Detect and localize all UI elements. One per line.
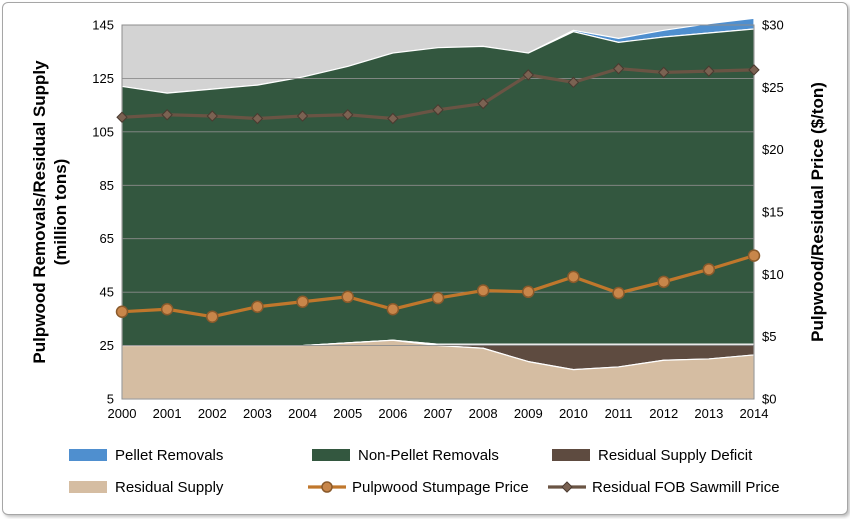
- pulpwood-stumpage-price-point: [522, 285, 535, 299]
- x-tick-label: 2006: [378, 406, 407, 421]
- legend-label-pellet-removals: Pellet Removals: [115, 447, 223, 464]
- residual-fob-sawmill-price-point: [251, 112, 264, 125]
- residual-fob-sawmill-price-point: [567, 76, 580, 89]
- axes: 5 25 45 65 85 105 125 145 $0 $5 $10 $15 $20 $25 $30 200…: [92, 18, 783, 422]
- right-tick-label: $5: [762, 329, 776, 344]
- pulpwood-stumpage-price-point: [567, 270, 580, 284]
- left-tick-label: 45: [100, 285, 114, 300]
- pulpwood-stumpage-price-point: [341, 290, 354, 304]
- residual-fob-sawmill-price-point: [116, 111, 128, 123]
- right-tick-label: $30: [762, 18, 784, 33]
- x-tick-label: 2004: [288, 406, 317, 421]
- legend-label-pulpwood-stumpage-price: Pulpwood Stumpage Price: [352, 479, 529, 496]
- left-tick-label: 25: [100, 338, 114, 353]
- legend-swatch-non-pellet-removals: [312, 449, 350, 461]
- residual-fob-sawmill-price-point: [612, 62, 625, 75]
- x-tick-label: 2009: [514, 406, 543, 421]
- x-tick-label: 2003: [243, 406, 272, 421]
- x-tick-label: 2007: [424, 406, 453, 421]
- legend-label-residual-fob-sawmill-price: Residual FOB Sawmill Price: [592, 479, 780, 496]
- left-axis-title-line: (million tons): [51, 159, 70, 266]
- legend-swatch-residual-supply: [69, 481, 107, 493]
- right-tick-label: $0: [762, 392, 776, 407]
- pulpwood-stumpage-price-point: [115, 305, 129, 318]
- pulpwood-stumpage-price-point: [431, 291, 445, 305]
- residual-fob-sawmill-price-point: [296, 110, 309, 122]
- residual-fob-sawmill-price-point: [161, 109, 173, 121]
- chart: 5 25 45 65 85 105 125 145 $0 $5 $10 $15 $20 $25 $30 200…: [30, 17, 827, 497]
- left-axis-title: Pulpwood Removals/Residual Supply (millio…: [30, 60, 70, 364]
- right-tick-label: $20: [762, 142, 784, 157]
- legend-label-residual-supply: Residual Supply: [115, 479, 224, 496]
- left-axis-title-line: Pulpwood Removals/Residual Supply: [30, 60, 49, 364]
- residual-fob-sawmill-price-point: [703, 65, 715, 77]
- x-tick-label: 2014: [740, 406, 769, 421]
- residual-fob-sawmill-price-point: [387, 112, 399, 125]
- pulpwood-stumpage-price-point: [657, 275, 670, 289]
- x-tick-label: 2002: [198, 406, 227, 421]
- residual-fob-sawmill-price-point: [342, 109, 354, 121]
- left-tick-label: 125: [92, 71, 114, 86]
- legend-label-non-pellet-removals: Non-Pellet Removals: [358, 447, 499, 464]
- pulpwood-stumpage-price-point: [296, 295, 309, 309]
- x-tick-label: 2010: [559, 406, 588, 421]
- residual-fob-sawmill-price-point: [477, 97, 489, 110]
- residual-fob-sawmill-price-point: [432, 104, 444, 116]
- residual-fob-sawmill-price-point: [522, 69, 534, 81]
- legend-swatch-residual-supply-deficit: [552, 449, 590, 461]
- x-tick-label: 2000: [108, 406, 137, 421]
- x-tick-label: 2013: [694, 406, 723, 421]
- price-lines: [115, 62, 761, 323]
- pulpwood-stumpage-price-point: [160, 302, 174, 316]
- right-tick-label: $25: [762, 80, 784, 95]
- legend-label-residual-supply-deficit: Residual Supply Deficit: [598, 447, 753, 464]
- residual-fob-sawmill-price-point: [748, 64, 760, 76]
- pulpwood-stumpage-price-point: [702, 263, 716, 276]
- pulpwood-stumpage-price-point: [476, 284, 490, 297]
- residual-fob-sawmill-price-point: [206, 110, 218, 122]
- x-tick-label: 2011: [605, 406, 633, 421]
- x-tick-label: 2008: [469, 406, 498, 421]
- x-tick-label: 2012: [649, 406, 678, 421]
- pulpwood-stumpage-price-point: [386, 302, 400, 316]
- residual-fob-sawmill-price-point: [658, 66, 670, 79]
- legend-marker-residual-fob-sawmill-price: [561, 481, 573, 493]
- x-tick-label: 2005: [333, 406, 362, 421]
- left-tick-label: 145: [92, 18, 114, 33]
- pulpwood-stumpage-price-point: [206, 310, 219, 323]
- left-tick-label: 85: [100, 178, 114, 193]
- right-tick-label: $10: [762, 267, 784, 282]
- left-tick-label: 65: [100, 231, 114, 246]
- x-tick-label: 2001: [153, 406, 182, 421]
- legend-swatch-pellet-removals: [69, 449, 107, 461]
- plot-area: [121, 17, 755, 400]
- right-tick-label: $15: [762, 205, 784, 220]
- pulpwood-stumpage-price-point: [612, 286, 625, 300]
- left-tick-label: 5: [107, 392, 114, 407]
- left-tick-label: 105: [92, 124, 114, 139]
- plot-border: [121, 24, 755, 400]
- legend: Pellet Removals Non-Pellet Removals Residu…: [69, 447, 780, 496]
- pulpwood-stumpage-price-point: [251, 300, 264, 313]
- legend-marker-pulpwood-stumpage-price: [321, 481, 333, 493]
- right-axis-title: Pulpwood/Residual Price ($/ton): [808, 82, 827, 342]
- pulpwood-stumpage-price-point: [747, 249, 761, 262]
